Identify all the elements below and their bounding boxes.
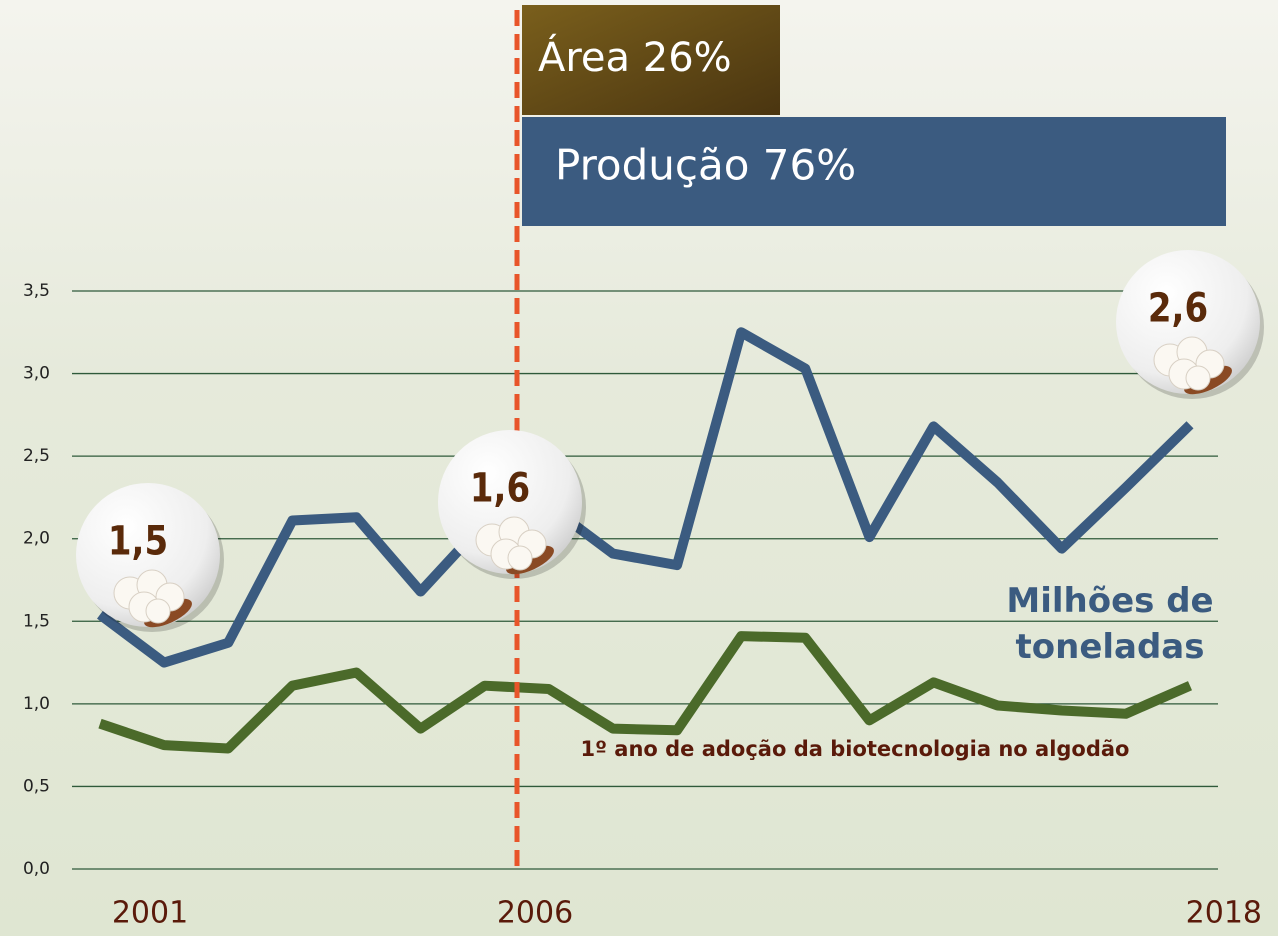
x-tick-label: 2006 xyxy=(497,896,573,931)
x-tick-label: 2018 xyxy=(1186,896,1262,931)
production-banner xyxy=(522,117,1226,226)
y-tick-label: 3,5 xyxy=(23,281,50,301)
cotton-bubble: 1,6 xyxy=(438,430,586,579)
cotton-bubble: 1,5 xyxy=(76,483,224,632)
bubble-label: 2,6 xyxy=(1148,285,1208,331)
y-tick-label: 2,5 xyxy=(23,446,50,466)
area-banner xyxy=(522,5,780,115)
x-tick-label: 2001 xyxy=(112,896,188,931)
series-line xyxy=(97,327,1194,668)
y-tick-label: 1,0 xyxy=(23,694,50,714)
cotton-boll xyxy=(507,545,533,571)
bubble xyxy=(1116,250,1260,394)
y-tick-label: 2,0 xyxy=(23,529,50,549)
bubble xyxy=(438,430,582,574)
bubble xyxy=(76,483,220,627)
cotton-boll xyxy=(1185,365,1211,391)
cotton-bubble: 2,6 xyxy=(1116,250,1264,399)
bubble-label: 1,6 xyxy=(470,465,530,511)
y-tick-label: 1,5 xyxy=(23,611,50,631)
legend-label: Milhões de toneladas xyxy=(1006,581,1214,667)
area-label: Área 26% xyxy=(538,33,732,81)
lines xyxy=(97,327,1194,754)
y-tick-label: 0,0 xyxy=(23,859,50,879)
grid: 0,0 0,5 1,0 1,5 2,0 2,5 3,0 3,5 xyxy=(23,281,1218,879)
bubble-label: 1,5 xyxy=(108,518,168,564)
bubbles: 1,5 1,6 2,6 xyxy=(76,250,1264,632)
y-tick-label: 3,0 xyxy=(23,364,50,384)
y-tick-label: 0,5 xyxy=(23,776,50,796)
series-line xyxy=(98,631,1193,754)
production-label: Produção 76% xyxy=(555,141,856,190)
cotton-boll xyxy=(145,598,171,624)
event-note: 1º ano de adoção da biotecnologia no alg… xyxy=(581,737,1130,761)
